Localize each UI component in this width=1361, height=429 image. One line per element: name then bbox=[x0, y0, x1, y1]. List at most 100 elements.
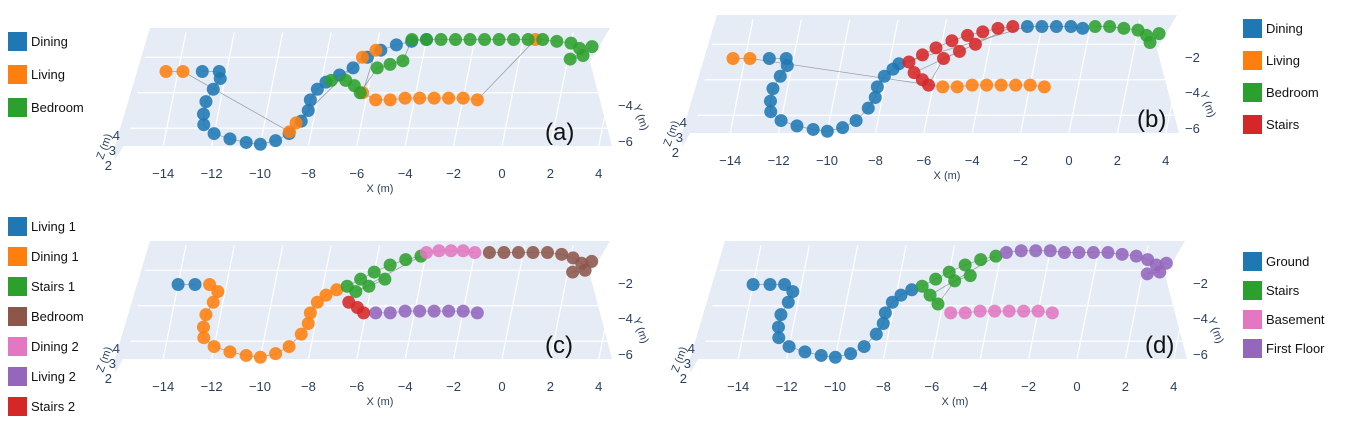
marker-dining bbox=[790, 119, 804, 133]
marker-dining bbox=[346, 61, 360, 75]
legend-item[interactable]: Bedroom bbox=[8, 307, 84, 326]
x-gridline bbox=[548, 32, 574, 152]
marker-living bbox=[176, 64, 190, 78]
marker-ground bbox=[885, 295, 899, 309]
legend-label: Dining bbox=[31, 34, 68, 49]
marker-stairs bbox=[976, 25, 990, 39]
x-tick-label: −4 bbox=[965, 153, 980, 168]
legend-item[interactable]: Dining 1 bbox=[8, 247, 79, 266]
x-tick-label: 0 bbox=[1073, 379, 1080, 394]
x-axis-title: X (m) bbox=[367, 396, 394, 408]
legend-item[interactable]: Stairs bbox=[1243, 281, 1299, 300]
marker-bedroom bbox=[383, 57, 397, 71]
marker-dining bbox=[773, 69, 787, 83]
marker-basement bbox=[1045, 306, 1059, 320]
marker-bedroom bbox=[555, 247, 569, 261]
marker-bedroom bbox=[324, 73, 338, 87]
marker-dining-1 bbox=[310, 295, 324, 309]
marker-dining-1 bbox=[301, 317, 315, 331]
y-tick-label: −2 bbox=[618, 276, 633, 291]
y-tick-label: −2 bbox=[1193, 276, 1208, 291]
marker-dining bbox=[269, 134, 283, 148]
marker-living bbox=[1037, 80, 1051, 94]
marker-stairs bbox=[991, 21, 1005, 35]
legend-item[interactable]: Stairs 2 bbox=[8, 397, 75, 416]
marker-living bbox=[369, 43, 383, 57]
legend-item[interactable]: Living 1 bbox=[8, 217, 76, 236]
x-tick-label: −8 bbox=[876, 379, 891, 394]
marker-dining-1 bbox=[253, 350, 267, 364]
z-tick-label: 3 bbox=[109, 356, 116, 371]
marker-ground bbox=[774, 308, 788, 322]
marker-ground bbox=[781, 295, 795, 309]
x-tick-label: −6 bbox=[349, 379, 364, 394]
marker-dining bbox=[762, 51, 776, 65]
x-gridline bbox=[597, 245, 623, 365]
x-tick-label: 4 bbox=[595, 379, 602, 394]
marker-first-floor bbox=[1115, 247, 1129, 261]
legend-item[interactable]: Living bbox=[8, 65, 65, 84]
marker-stairs bbox=[961, 28, 975, 42]
legend-label: Bedroom bbox=[31, 100, 84, 115]
legend-item[interactable]: Ground bbox=[1243, 252, 1309, 271]
marker-bedroom bbox=[1103, 20, 1117, 34]
legend-label: Bedroom bbox=[1266, 85, 1319, 100]
legend-item[interactable]: Living 2 bbox=[8, 367, 76, 386]
marker-dining-1 bbox=[211, 285, 225, 299]
legend-item[interactable]: Stairs bbox=[1243, 115, 1299, 134]
legend-label: Basement bbox=[1266, 312, 1325, 327]
legend-label: Living bbox=[1266, 53, 1300, 68]
marker-bedroom bbox=[1088, 20, 1102, 34]
legend-swatch bbox=[1243, 339, 1262, 358]
marker-ground bbox=[771, 320, 785, 334]
legend-label: Living 2 bbox=[31, 369, 76, 384]
legend-item[interactable]: Dining bbox=[1243, 19, 1303, 38]
legend-item[interactable]: Dining 2 bbox=[8, 337, 79, 356]
legend-swatch bbox=[1243, 281, 1262, 300]
legend-swatch bbox=[1243, 83, 1262, 102]
marker-dining bbox=[310, 82, 324, 96]
x-gridline bbox=[1164, 19, 1190, 139]
marker-stairs bbox=[945, 34, 959, 48]
marker-living bbox=[442, 91, 456, 105]
legend-item[interactable]: Basement bbox=[1243, 310, 1325, 329]
x-axis-title: X (m) bbox=[942, 396, 969, 408]
marker-dining-1 bbox=[303, 306, 317, 320]
legend-swatch bbox=[8, 397, 27, 416]
marker-stairs bbox=[929, 41, 943, 55]
marker-stairs-1 bbox=[378, 272, 392, 286]
y-axis-title: Y (m) bbox=[630, 316, 650, 345]
x-tick-label: −10 bbox=[249, 166, 271, 181]
x-tick-label: −12 bbox=[776, 379, 798, 394]
marker-dining bbox=[1076, 21, 1090, 35]
marker-stairs bbox=[915, 48, 929, 62]
marker-stairs bbox=[915, 279, 929, 293]
x-tick-label: 4 bbox=[595, 166, 602, 181]
marker-dining bbox=[213, 72, 227, 86]
x-tick-label: −2 bbox=[446, 379, 461, 394]
marker-dining-1 bbox=[207, 340, 221, 354]
marker-stairs bbox=[948, 274, 962, 288]
legend-item[interactable]: Stairs 1 bbox=[8, 277, 75, 296]
marker-dining bbox=[1035, 20, 1049, 34]
side-wall bbox=[682, 15, 717, 147]
marker-living bbox=[1009, 78, 1023, 92]
legend-item[interactable]: Living bbox=[1243, 51, 1300, 70]
marker-bedroom bbox=[521, 33, 535, 47]
marker-bedroom bbox=[434, 33, 448, 47]
legend-label: Dining 1 bbox=[31, 249, 79, 264]
x-tick-label: 0 bbox=[1065, 153, 1072, 168]
marker-living bbox=[994, 78, 1008, 92]
marker-ground bbox=[772, 331, 786, 345]
legend-item[interactable]: First Floor bbox=[1243, 339, 1325, 358]
marker-bedroom bbox=[396, 54, 410, 68]
legend-item[interactable]: Bedroom bbox=[8, 98, 84, 117]
marker-bedroom bbox=[526, 246, 540, 260]
legend-item[interactable]: Dining bbox=[8, 32, 68, 51]
marker-dining-1 bbox=[206, 295, 220, 309]
legend-item[interactable]: Bedroom bbox=[1243, 83, 1319, 102]
marker-dining-1 bbox=[197, 331, 211, 345]
marker-bedroom bbox=[536, 33, 550, 47]
x-gridline bbox=[1172, 245, 1198, 365]
marker-ground bbox=[876, 317, 890, 331]
